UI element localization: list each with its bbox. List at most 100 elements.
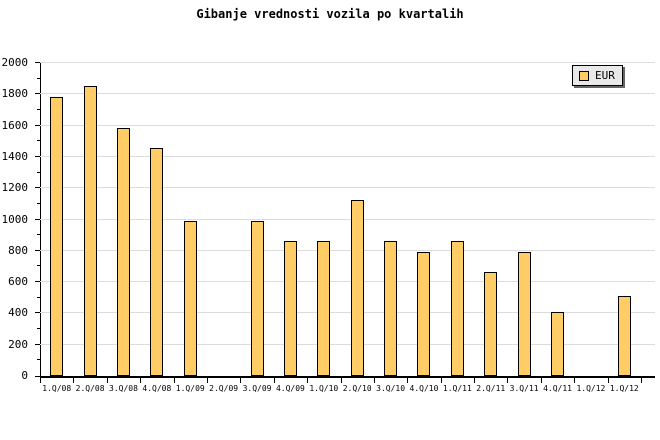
y-tick-1200 [35, 187, 40, 189]
bar-3.Q/10 [384, 241, 398, 376]
y-tick-1400 [35, 155, 40, 157]
x-tick-label-10: 3.Q/10 [376, 384, 406, 393]
plot-area: 0 200 400 600 800 1000 1200 1400 1600 1800 2000 1.Q… [2, 56, 655, 393]
y-tick-label-800: 800 [8, 243, 28, 257]
chart-title: Gibanje vrednosti vozila po kvartalih [196, 7, 464, 21]
x-tick-label-12: 1.Q/11 [442, 384, 472, 393]
gridline-y-800 [40, 249, 655, 251]
gridline-y-1800 [40, 93, 655, 95]
gridline-y-400 [40, 312, 655, 314]
y-tick-600 [35, 281, 40, 283]
y-tick-label-2000: 2000 [1, 56, 29, 69]
y-tick-500 [37, 296, 40, 298]
y-tick-label-400: 400 [8, 306, 28, 320]
x-tick-label-11: 4.Q/10 [409, 384, 439, 393]
x-tick-label-4: 1.Q/09 [175, 384, 205, 393]
bar-3.Q/11 [517, 252, 531, 376]
y-tick-200 [35, 343, 40, 345]
x-tick-18 [641, 378, 642, 383]
y-tick-label-0: 0 [21, 369, 28, 382]
x-tick-label-16: 1.Q/12 [576, 384, 606, 393]
x-tick-label-8: 1.Q/10 [309, 384, 339, 393]
bar-4.Q/11 [551, 312, 565, 376]
y-tick-1700 [37, 108, 40, 110]
bar-1.Q/12 [617, 296, 631, 376]
x-tick-16 [574, 378, 576, 383]
x-tick-label-5: 2.Q/09 [209, 384, 239, 393]
x-tick-17 [607, 378, 609, 383]
x-tick-13 [474, 378, 476, 383]
x-tick-4 [173, 378, 175, 383]
x-tick-label-1: 2.Q/08 [75, 384, 105, 393]
y-tick-2000 [35, 62, 40, 63]
x-tick-label-3: 4.Q/08 [142, 384, 172, 393]
x-tick-1 [73, 378, 75, 383]
x-tick-label-13: 2.Q/11 [476, 384, 506, 393]
y-tick-1300 [37, 171, 40, 173]
x-tick-7 [273, 378, 275, 383]
y-tick-label-1400: 1400 [1, 149, 29, 163]
bar-2.Q/11 [484, 272, 498, 376]
bar-3.Q/09 [250, 221, 264, 376]
y-tick-1000 [35, 218, 40, 220]
bar-4.Q/10 [417, 252, 431, 376]
gridline-y-200 [40, 343, 655, 345]
bar-4.Q/08 [150, 148, 164, 376]
gridline-y-1400 [40, 155, 655, 157]
bar-1.Q/11 [450, 241, 464, 376]
legend-label: EUR [595, 69, 615, 82]
x-tick-label-15: 4.Q/11 [543, 384, 572, 393]
y-tick-900 [37, 234, 40, 236]
x-tick-8 [307, 378, 309, 383]
bar-4.Q/09 [283, 241, 297, 376]
x-tick-14 [507, 378, 509, 383]
bar-1.Q/10 [317, 241, 331, 376]
x-tick-label-14: 3.Q/11 [509, 384, 539, 393]
y-tick-100 [37, 359, 40, 361]
gridline-y-1200 [40, 187, 655, 189]
y-tick-1800 [35, 93, 40, 95]
bar-2.Q/08 [83, 86, 97, 376]
gridline-y-1000 [40, 218, 655, 220]
x-tick-3 [140, 378, 142, 383]
x-tick-label-9: 2.Q/10 [342, 384, 372, 393]
x-tick-label-6: 3.Q/09 [242, 384, 272, 393]
x-tick-9 [340, 378, 342, 383]
legend: EUR [572, 65, 623, 86]
y-tick-label-1800: 1800 [1, 87, 29, 101]
y-tick-label-1600: 1600 [1, 118, 29, 132]
x-tick-label-7: 4.Q/09 [275, 384, 305, 393]
y-tick-1600 [35, 124, 40, 126]
bar-3.Q/08 [116, 128, 130, 376]
legend-swatch-eur [579, 70, 589, 81]
y-tick-1500 [37, 140, 40, 142]
y-tick-300 [37, 328, 40, 330]
x-tick-5 [206, 378, 208, 383]
y-tick-label-200: 200 [8, 337, 28, 351]
gridline-y-600 [40, 281, 655, 283]
gridline-y-1600 [40, 124, 655, 126]
x-tick-label-2: 3.Q/08 [109, 384, 138, 393]
y-tick-label-1000: 1000 [1, 212, 29, 226]
y-axis-line [40, 63, 41, 376]
bar-1.Q/09 [183, 221, 197, 376]
x-axis-line [40, 376, 655, 378]
x-tick-2 [106, 378, 108, 383]
gridline-y-2000 [40, 62, 655, 63]
x-tick-10 [373, 378, 375, 383]
x-tick-label-0: 1.Q/08 [42, 384, 72, 393]
bar-1.Q/08 [50, 97, 64, 376]
y-tick-1100 [37, 202, 40, 204]
y-tick-1900 [37, 77, 40, 79]
y-tick-800 [35, 249, 40, 251]
y-tick-label-600: 600 [8, 275, 28, 289]
x-tick-6 [240, 378, 242, 383]
x-tick-11 [407, 378, 409, 383]
bar-2.Q/10 [350, 200, 364, 376]
y-tick-400 [35, 312, 40, 314]
x-tick-label-17: 1.Q/12 [609, 384, 639, 393]
y-tick-700 [37, 265, 40, 267]
y-tick-0 [35, 376, 40, 377]
x-tick-15 [540, 378, 542, 383]
